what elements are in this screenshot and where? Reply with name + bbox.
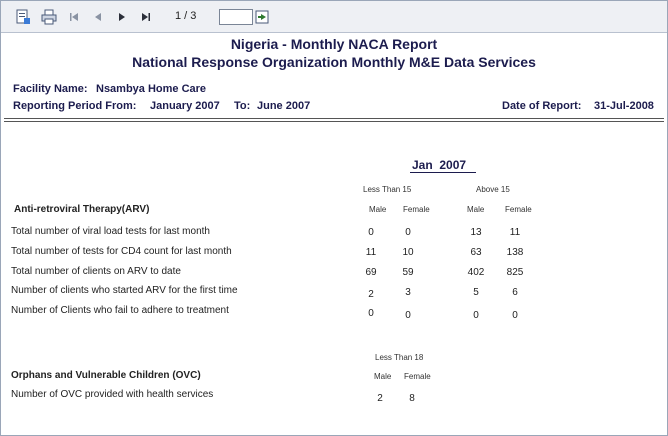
page-number-input[interactable] <box>219 9 253 25</box>
period-from-value: January 2007 <box>150 100 220 112</box>
date-of-report-label: Date of Report: <box>502 100 582 112</box>
arv-value-female-lt15: 59 <box>402 267 414 278</box>
page-indicator: 1 / 3 <box>175 10 197 22</box>
arv-value-female-lt15: 10 <box>402 247 414 258</box>
arv-value-female-gt15: 11 <box>509 227 521 238</box>
facility-name-label: Facility Name: <box>13 83 88 95</box>
arv-value-male-gt15: 5 <box>473 287 479 298</box>
arv-value-female-gt15: 138 <box>506 247 524 258</box>
arv-value-male-lt15: 0 <box>368 308 374 319</box>
arv-male-header-1: Male <box>369 205 387 214</box>
arv-value-male-lt15: 11 <box>365 247 377 258</box>
arv-section-title: Anti-retroviral Therapy(ARV) <box>14 204 150 215</box>
period-to-label: To: <box>234 100 251 112</box>
facility-name-value: Nsambya Home Care <box>96 83 207 95</box>
go-to-page-icon[interactable] <box>255 9 271 25</box>
export-icon[interactable] <box>15 9 31 25</box>
previous-page-icon[interactable] <box>91 9 105 25</box>
arv-value-female-lt15: 0 <box>405 310 411 321</box>
arv-value-male-gt15: 13 <box>470 227 482 238</box>
arv-row-label: Total number of viral load tests for las… <box>11 226 210 237</box>
arv-value-female-gt15: 0 <box>512 310 518 321</box>
arv-value-male-gt15: 0 <box>473 310 479 321</box>
ovc-group-less-than-18: Less Than 18 <box>375 353 424 362</box>
print-icon[interactable] <box>41 9 57 25</box>
ovc-value-female: 8 <box>409 393 415 404</box>
arv-value-female-gt15: 825 <box>506 267 524 278</box>
arv-row-label: Number of clients who started ARV for th… <box>11 285 238 296</box>
month-year-header: Jan 2007 <box>412 158 466 172</box>
arv-value-female-lt15: 3 <box>405 287 411 298</box>
period-to-value: June 2007 <box>257 100 311 112</box>
year-label: 2007 <box>439 158 467 172</box>
ovc-value-male: 2 <box>377 393 383 404</box>
arv-female-header-1: Female <box>403 205 430 214</box>
ovc-row-label: Number of OVC provided with health servi… <box>11 389 214 400</box>
report-subtitle: National Response Organization Monthly M… <box>132 54 536 70</box>
arv-value-female-lt15: 0 <box>405 227 411 238</box>
arv-value-male-gt15: 63 <box>470 247 482 258</box>
date-of-report-value: 31-Jul-2008 <box>594 100 654 112</box>
last-page-icon[interactable] <box>139 9 153 25</box>
arv-value-male-lt15: 2 <box>368 289 374 300</box>
ovc-section-title: Orphans and Vulnerable Children (OVC) <box>11 370 201 381</box>
arv-value-male-lt15: 0 <box>368 227 374 238</box>
arv-row-label: Number of Clients who fail to adhere to … <box>11 305 229 316</box>
arv-value-female-gt15: 6 <box>512 287 518 298</box>
month-header-underline <box>410 172 476 173</box>
next-page-icon[interactable] <box>115 9 129 25</box>
report-toolbar: 1 / 3 <box>1 1 667 33</box>
ovc-male-header: Male <box>374 372 392 381</box>
arv-group-less-than-15: Less Than 15 <box>363 185 412 194</box>
ovc-female-header: Female <box>404 372 431 381</box>
period-from-label: Reporting Period From: <box>13 100 137 112</box>
arv-male-header-2: Male <box>467 205 485 214</box>
arv-female-header-2: Female <box>505 205 532 214</box>
report-title: Nigeria - Monthly NACA Report <box>230 36 438 52</box>
first-page-icon[interactable] <box>67 9 81 25</box>
arv-row-label: Total number of clients on ARV to date <box>11 266 181 277</box>
header-divider-secondary <box>4 121 664 122</box>
header-divider <box>4 118 664 119</box>
arv-value-male-lt15: 69 <box>365 267 377 278</box>
arv-value-male-gt15: 402 <box>467 267 485 278</box>
arv-group-above-15: Above 15 <box>476 185 510 194</box>
arv-row-label: Total number of tests for CD4 count for … <box>11 246 232 257</box>
month-label: Jan <box>412 158 433 172</box>
